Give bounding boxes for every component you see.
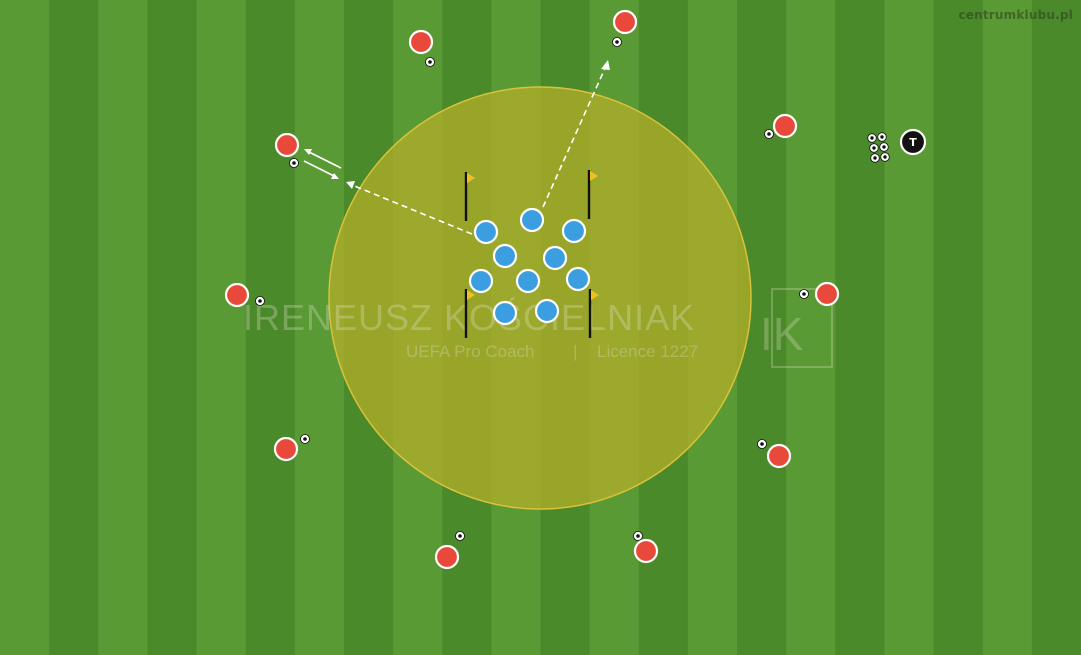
blue-player xyxy=(534,298,560,324)
central-zone xyxy=(328,86,752,510)
coach-marker-icon: T xyxy=(899,128,927,156)
soccer-ball-icon xyxy=(425,57,435,67)
soccer-ball-icon xyxy=(869,143,879,153)
blue-player xyxy=(519,207,545,233)
blue-player xyxy=(561,218,587,244)
soccer-ball-icon xyxy=(799,289,809,299)
run-line-1 xyxy=(308,151,342,169)
arrowhead-run-2-icon xyxy=(331,173,339,179)
red-player xyxy=(273,436,299,462)
soccer-ball-icon xyxy=(300,434,310,444)
site-credit: centrumklubu.pl xyxy=(958,8,1073,22)
red-player xyxy=(772,113,798,139)
red-player xyxy=(274,132,300,158)
soccer-ball-icon xyxy=(764,129,774,139)
pass-line-up xyxy=(542,65,607,208)
watermark: IRENEUSZ KOŚCIELNIAK UEFA Pro Coach | Li… xyxy=(243,288,833,368)
watermark-logo: IK xyxy=(760,308,804,360)
arrowhead-up-icon xyxy=(601,60,610,70)
grass-stripe xyxy=(0,0,50,655)
balls xyxy=(255,37,890,541)
red-player xyxy=(224,282,250,308)
grass-stripe xyxy=(196,0,247,655)
watermark-separator: | xyxy=(573,342,577,361)
red-team xyxy=(224,9,840,570)
blue-player xyxy=(492,243,518,269)
blue-player xyxy=(515,268,541,294)
ball-pile xyxy=(867,132,890,163)
watermark-name: IRENEUSZ KOŚCIELNIAK xyxy=(243,296,695,338)
arrowhead-left-icon xyxy=(346,181,355,189)
soccer-ball-icon xyxy=(877,132,887,142)
soccer-ball-icon xyxy=(880,152,890,162)
blue-player xyxy=(468,268,494,294)
soccer-ball-icon xyxy=(879,142,889,152)
grass-stripe xyxy=(147,0,198,655)
soccer-ball-icon xyxy=(289,158,299,168)
red-player xyxy=(633,538,659,564)
grass-stripe xyxy=(933,0,984,655)
pass-line-left xyxy=(351,184,473,235)
watermark-subtitle-left: UEFA Pro Coach xyxy=(406,342,535,361)
watermark-logo-frame xyxy=(771,288,833,368)
soccer-ball-icon xyxy=(757,439,767,449)
red-player xyxy=(434,544,460,570)
grass-stripe xyxy=(786,0,836,655)
blue-player xyxy=(542,245,568,271)
watermark-subtitle-right: Licence 1227 xyxy=(597,342,698,361)
flags xyxy=(464,170,599,338)
red-player xyxy=(612,9,638,35)
soccer-ball-icon xyxy=(255,296,265,306)
blue-player xyxy=(565,266,591,292)
soccer-ball-icon xyxy=(455,531,465,541)
soccer-ball-icon xyxy=(870,153,880,163)
soccer-ball-icon xyxy=(612,37,622,47)
arrowhead-run-1-icon xyxy=(304,149,312,155)
pass-arrows xyxy=(346,60,610,235)
grass-stripe xyxy=(884,0,935,655)
corner-flag-icon xyxy=(464,289,475,338)
grass-stripe xyxy=(245,0,296,655)
run-arrows xyxy=(303,149,342,179)
run-line-2 xyxy=(303,160,335,177)
blue-player xyxy=(473,219,499,245)
red-player xyxy=(766,443,792,469)
grass-stripe xyxy=(982,0,1033,655)
corner-flag-icon xyxy=(587,170,598,219)
blue-player xyxy=(492,300,518,326)
soccer-ball-icon xyxy=(867,133,877,143)
grass-stripe xyxy=(1031,0,1081,655)
soccer-ball-icon xyxy=(633,531,643,541)
grass-stripe xyxy=(835,0,885,655)
grass-stripe xyxy=(98,0,148,655)
red-player xyxy=(408,29,434,55)
red-player xyxy=(814,281,840,307)
corner-flag-icon xyxy=(588,289,599,338)
corner-flag-icon xyxy=(464,172,475,221)
coach-label: T xyxy=(909,136,917,149)
blue-team xyxy=(468,207,591,326)
grass-stripe xyxy=(49,0,99,655)
